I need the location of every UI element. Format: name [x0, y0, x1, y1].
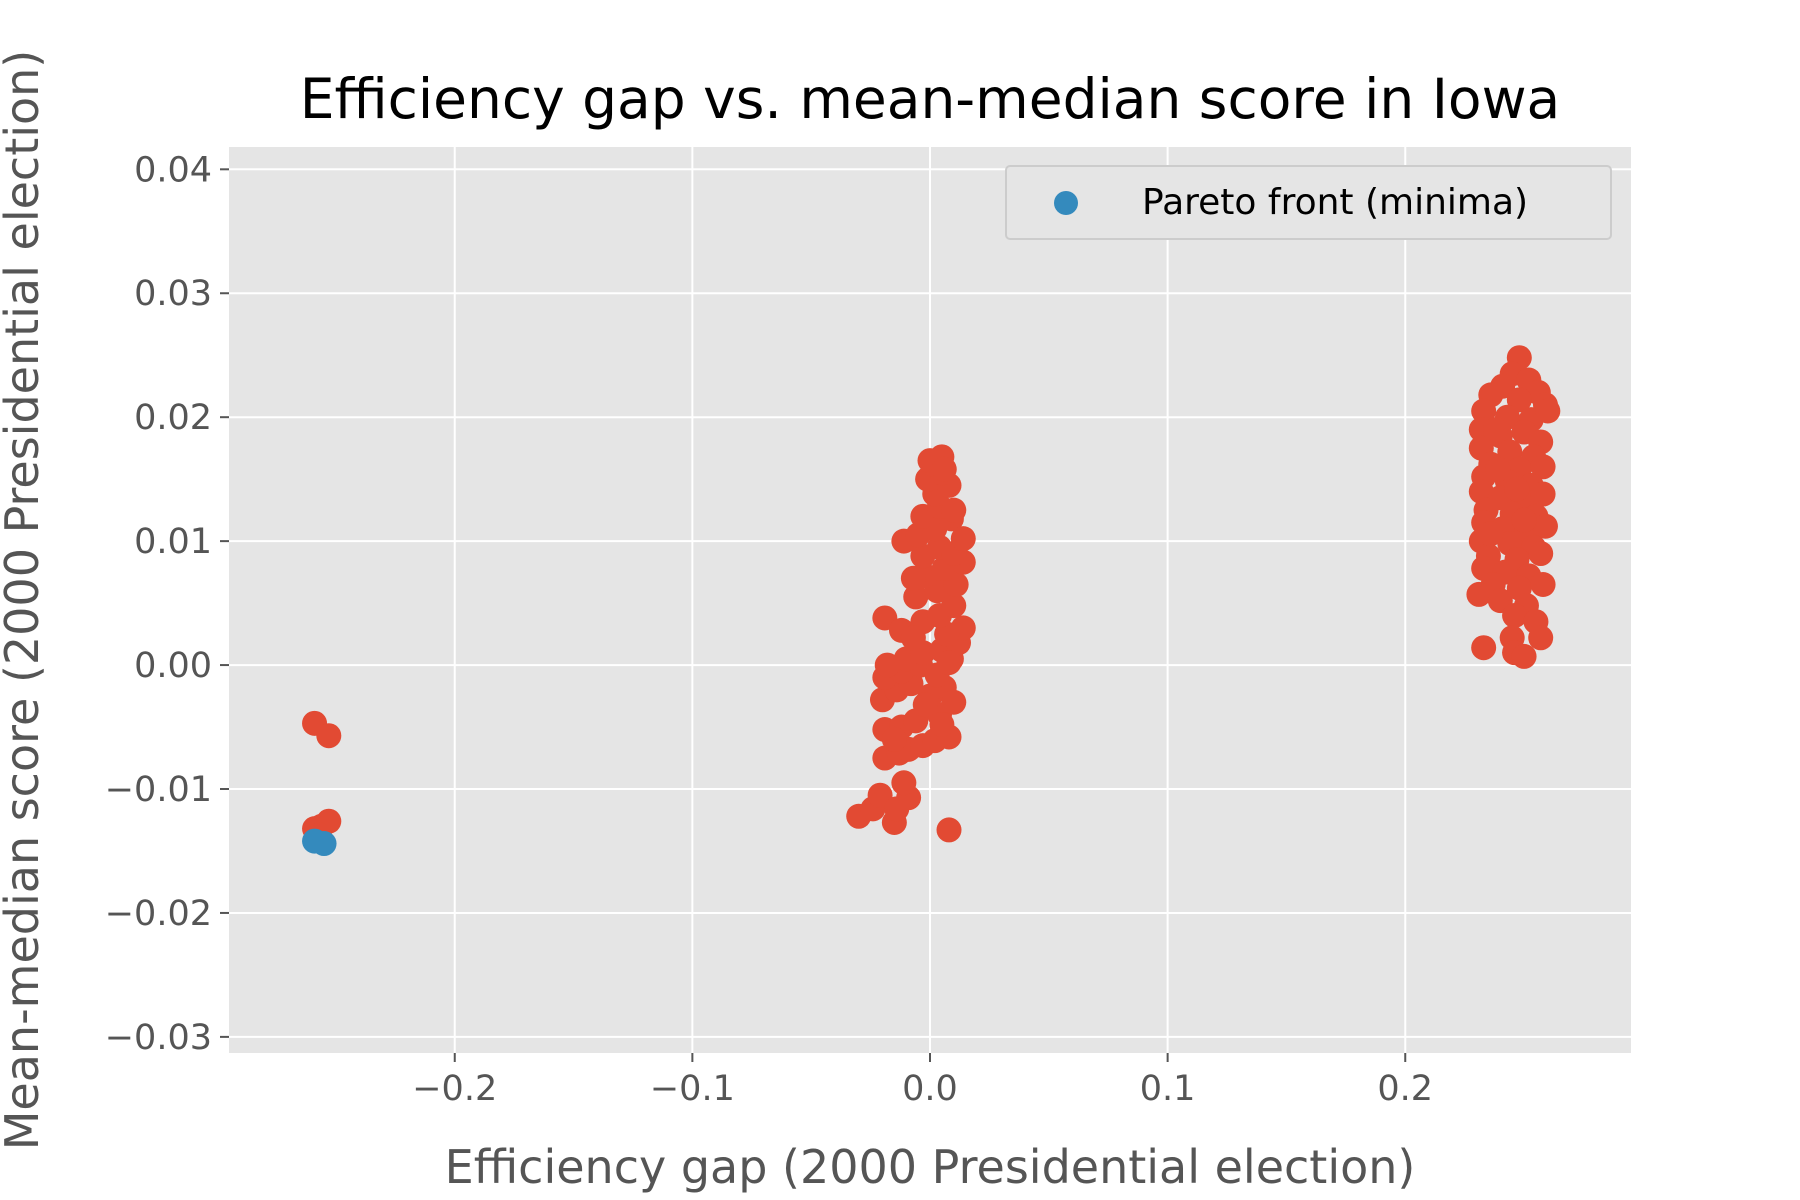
y-tick-label: 0.00 [134, 646, 212, 686]
legend-label-pareto: Pareto front (minima) [1142, 182, 1528, 223]
plan-point [903, 584, 929, 610]
x-axis-label: Efficiency gap (2000 Presidential electi… [445, 1140, 1416, 1194]
plan-point [1511, 507, 1537, 533]
plan-point [1528, 541, 1554, 567]
x-tick-label: −0.2 [412, 1069, 497, 1109]
y-tick-label: −0.02 [105, 894, 212, 934]
plan-point [912, 692, 938, 718]
plan-point [1466, 581, 1492, 607]
plan-point [941, 497, 967, 523]
plan-point [316, 723, 342, 749]
y-tick-label: 0.01 [134, 522, 212, 562]
plan-point [900, 625, 926, 651]
plan-point [936, 817, 962, 843]
plan-point [1478, 521, 1504, 547]
plan-point [941, 689, 967, 715]
legend-box [1005, 165, 1612, 240]
plan-point [936, 650, 962, 676]
pareto-point [311, 831, 337, 857]
plan-point [1535, 398, 1561, 424]
x-tick-label: 0.1 [1140, 1069, 1196, 1109]
plan-point [931, 456, 957, 482]
plan-point [881, 726, 907, 752]
plan-point [1471, 398, 1497, 424]
y-tick-label: 0.04 [134, 150, 212, 190]
axis-ticks: −0.2 −0.1 0.0 0.1 0.2 0.04 0.03 0.02 0.01 0.00 −0.… [105, 150, 1433, 1109]
plan-point [1502, 602, 1528, 628]
x-tick-label: 0.0 [902, 1069, 958, 1109]
data-points [302, 345, 1561, 857]
x-tick-label: −0.1 [650, 1069, 735, 1109]
plan-point [1485, 456, 1511, 482]
y-tick-label: −0.03 [105, 1018, 212, 1058]
y-axis-label: Mean-median score (2000 Presidential ele… [0, 50, 49, 1151]
plan-point [1471, 635, 1497, 661]
plan-point [874, 652, 900, 678]
y-tick-label: −0.01 [105, 770, 212, 810]
plan-point [1528, 625, 1554, 651]
plan-point [1530, 572, 1556, 598]
legend-marker-pareto [1054, 191, 1078, 215]
legend: Pareto front (minima) [1005, 165, 1612, 240]
plan-point [1504, 476, 1530, 502]
plan-point [1511, 643, 1537, 669]
y-tick-label: 0.02 [134, 398, 212, 438]
plan-point [929, 712, 955, 738]
plan-point [891, 770, 917, 796]
plan-point [950, 526, 976, 552]
plan-point [900, 565, 926, 591]
y-tick-label: 0.03 [134, 274, 212, 314]
plan-point [1483, 417, 1509, 443]
x-tick-label: 0.2 [1377, 1069, 1433, 1109]
chart-title: Efficiency gap vs. mean-median score in … [300, 67, 1561, 131]
plan-point [867, 782, 893, 808]
plan-point [1530, 454, 1556, 480]
plan-point [941, 593, 967, 619]
plan-point [1530, 481, 1556, 507]
plan-point [1532, 513, 1558, 539]
